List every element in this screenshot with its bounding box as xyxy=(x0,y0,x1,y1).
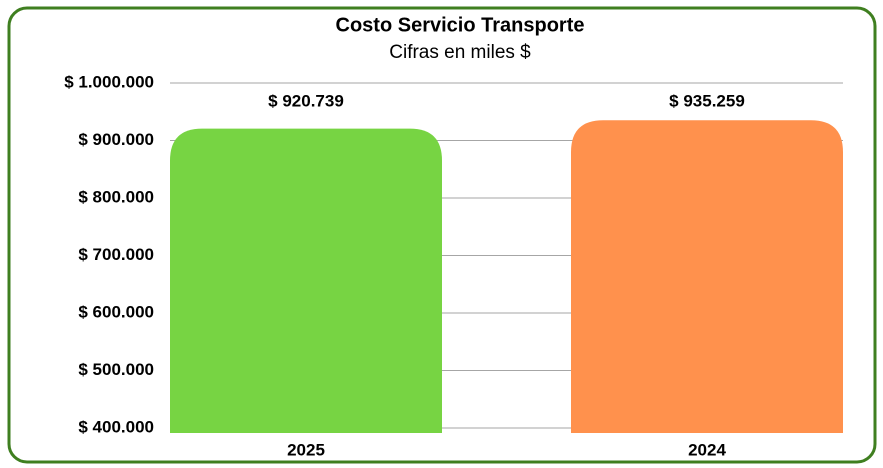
y-tick-label: $ 1.000.000 xyxy=(64,72,154,91)
y-tick-label: $ 800.000 xyxy=(78,187,154,206)
y-tick-label: $ 900.000 xyxy=(78,130,154,149)
chart-title: Costo Servicio Transporte xyxy=(336,14,585,36)
bar xyxy=(170,128,442,433)
x-tick-label: 2024 xyxy=(688,440,726,459)
bar xyxy=(571,120,843,433)
x-tick-label: 2025 xyxy=(287,440,325,459)
y-tick-label: $ 700.000 xyxy=(78,245,154,264)
y-tick-label: $ 600.000 xyxy=(78,302,154,321)
value-label: $ 935.259 xyxy=(669,91,745,110)
y-tick-label: $ 500.000 xyxy=(78,360,154,379)
y-tick-label: $ 400.000 xyxy=(78,417,154,436)
chart-subtitle: Cifras en miles $ xyxy=(389,42,531,63)
value-label: $ 920.739 xyxy=(268,91,344,110)
